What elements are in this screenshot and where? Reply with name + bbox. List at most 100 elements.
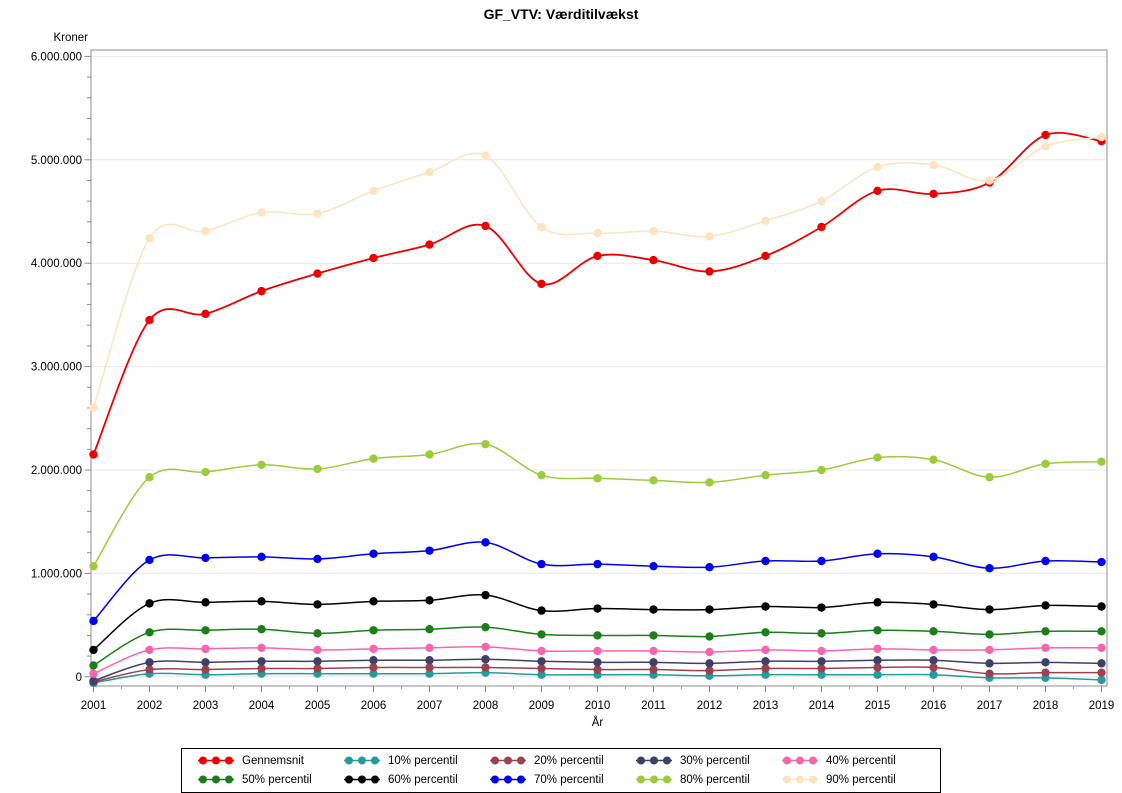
plot-frame bbox=[90, 49, 1108, 687]
data-point bbox=[705, 478, 714, 487]
data-point bbox=[369, 626, 378, 635]
data-point bbox=[481, 655, 490, 664]
legend-item-30-percentil: 30% percentil bbox=[634, 751, 780, 770]
data-point bbox=[481, 151, 490, 160]
data-point bbox=[985, 605, 994, 614]
data-point bbox=[313, 645, 322, 655]
data-point bbox=[873, 626, 882, 635]
data-point bbox=[1097, 659, 1106, 668]
data-point bbox=[929, 627, 938, 636]
legend-label: Gennemsnit bbox=[242, 754, 305, 767]
data-point bbox=[257, 208, 266, 217]
data-point bbox=[873, 663, 882, 672]
legend-marker-icon bbox=[490, 775, 526, 784]
data-point bbox=[257, 664, 266, 673]
data-point bbox=[145, 645, 154, 655]
data-point bbox=[705, 562, 714, 572]
series-60-percentil bbox=[89, 590, 1106, 655]
x-tick-label: 2006 bbox=[361, 700, 387, 712]
data-point bbox=[537, 470, 546, 480]
data-point bbox=[89, 661, 98, 670]
series-80-percentil bbox=[89, 439, 1106, 571]
x-tick-label: 2016 bbox=[921, 700, 947, 712]
data-point bbox=[1041, 459, 1050, 468]
data-point bbox=[593, 474, 602, 483]
data-point bbox=[985, 176, 994, 185]
data-point bbox=[817, 670, 826, 679]
data-point bbox=[985, 669, 994, 678]
legend-item-10-percentil: 10% percentil bbox=[342, 751, 488, 770]
data-point bbox=[929, 160, 938, 170]
x-tick-label: 2015 bbox=[865, 700, 891, 712]
data-point bbox=[761, 602, 770, 611]
data-point bbox=[537, 222, 546, 232]
data-point bbox=[985, 659, 994, 668]
x-axis: 2001 2002 2003 2004 2005 2006 2007 2008 2009 2010… bbox=[81, 686, 1114, 729]
data-point bbox=[313, 657, 322, 666]
data-point bbox=[649, 646, 658, 656]
legend-label: 30% percentil bbox=[680, 754, 750, 767]
data-point bbox=[593, 559, 602, 569]
series-line bbox=[93, 594, 1102, 651]
data-point bbox=[257, 597, 266, 606]
data-point bbox=[761, 670, 770, 679]
data-point bbox=[145, 628, 154, 637]
data-point bbox=[201, 626, 210, 635]
x-tick-label: 2018 bbox=[1033, 700, 1059, 712]
data-point bbox=[817, 657, 826, 666]
legend-label: 90% percentil bbox=[826, 773, 896, 786]
y-axis-title: Kroner bbox=[53, 32, 88, 44]
data-point bbox=[1041, 643, 1050, 653]
x-tick-label: 2009 bbox=[529, 700, 555, 712]
data-point bbox=[1041, 601, 1050, 610]
data-point bbox=[369, 597, 378, 606]
data-point bbox=[593, 658, 602, 667]
data-point bbox=[593, 251, 602, 261]
data-point bbox=[761, 664, 770, 673]
data-point bbox=[257, 552, 266, 562]
series-40-percentil bbox=[89, 642, 1106, 678]
legend-item-70-percentil: 70% percentil bbox=[488, 770, 634, 789]
data-point bbox=[537, 670, 546, 679]
line-chart: 0 1.000.000 2.000.000 3.000.000 4.000.000 5.0… bbox=[31, 32, 1114, 729]
legend-item-90-percentil: 90% percentil bbox=[780, 770, 926, 789]
data-point bbox=[593, 646, 602, 656]
x-tick-label: 2003 bbox=[193, 700, 219, 712]
data-point bbox=[1041, 627, 1050, 636]
data-point bbox=[705, 267, 714, 276]
data-point bbox=[1097, 457, 1106, 466]
data-point bbox=[89, 676, 98, 686]
data-point bbox=[201, 467, 210, 477]
data-point bbox=[817, 196, 826, 206]
data-point bbox=[425, 546, 434, 555]
data-point bbox=[817, 222, 826, 232]
data-point bbox=[985, 473, 994, 482]
legend-label: 70% percentil bbox=[534, 773, 604, 786]
data-point bbox=[761, 216, 770, 226]
y-tick-label: 3.000.000 bbox=[31, 362, 82, 374]
series-line bbox=[92, 136, 1102, 409]
x-tick-label: 2001 bbox=[81, 700, 107, 712]
data-point bbox=[481, 221, 490, 231]
data-point bbox=[1041, 668, 1050, 677]
legend-marker-icon bbox=[636, 756, 672, 765]
x-axis-title: År bbox=[592, 716, 604, 729]
data-point bbox=[425, 663, 434, 672]
data-point bbox=[985, 564, 994, 573]
data-point bbox=[929, 600, 938, 609]
data-point bbox=[873, 598, 882, 607]
data-point bbox=[593, 631, 602, 640]
data-point bbox=[425, 168, 434, 177]
data-point bbox=[873, 453, 882, 462]
data-point bbox=[425, 643, 434, 653]
series-line bbox=[92, 132, 1102, 455]
legend-item-20-percentil: 20% percentil bbox=[488, 751, 634, 770]
data-point bbox=[817, 465, 826, 475]
data-point bbox=[313, 209, 322, 218]
data-point bbox=[257, 657, 266, 666]
data-point bbox=[257, 460, 266, 470]
data-point bbox=[145, 473, 154, 482]
data-point bbox=[481, 590, 490, 600]
series-50-percentil bbox=[89, 622, 1106, 670]
data-point bbox=[649, 658, 658, 667]
